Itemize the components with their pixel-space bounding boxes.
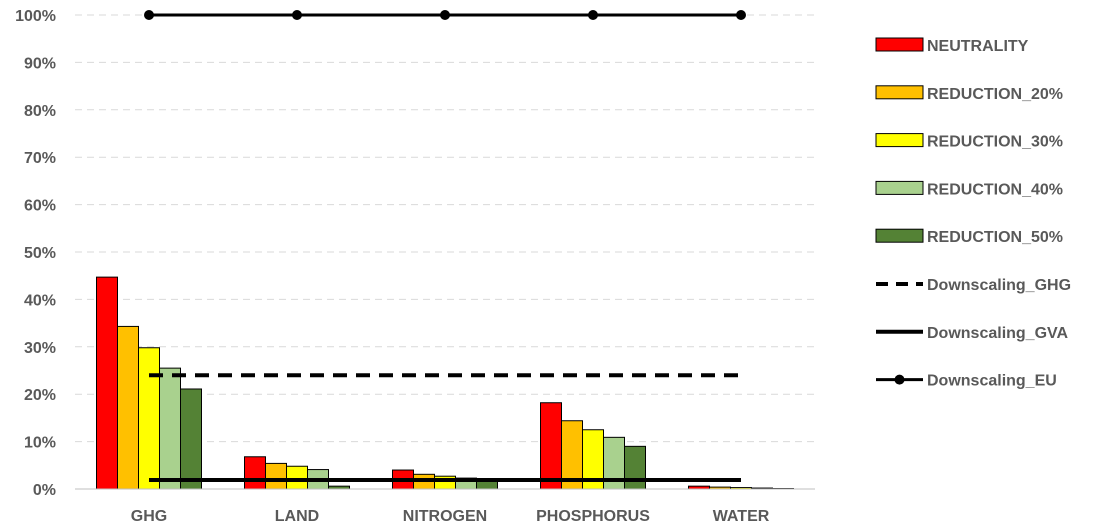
legend-swatch xyxy=(875,85,924,100)
legend-swatch xyxy=(875,228,924,243)
bar-land-neutrality xyxy=(244,456,266,490)
bar-ghg-reduction-30- xyxy=(138,347,160,490)
bar-ghg-reduction-40- xyxy=(159,367,181,490)
bar-land-reduction-20- xyxy=(265,462,287,490)
y-tick-label: 50% xyxy=(24,245,56,262)
legend-label: REDUCTION_50% xyxy=(927,229,1063,246)
y-tick-label: 40% xyxy=(24,292,56,309)
y-tick-label: 10% xyxy=(24,435,56,452)
y-tick-label: 90% xyxy=(24,55,56,72)
legend-swatch xyxy=(875,37,924,52)
y-tick-label: 60% xyxy=(24,198,56,215)
gridlines xyxy=(75,14,815,443)
bar-ghg-reduction-20- xyxy=(117,325,139,490)
category-labels: GHG LAND NITROGEN PHOSPHORUS WATER xyxy=(131,508,770,525)
marker-land xyxy=(292,10,302,20)
legend-label: Downscaling_EU xyxy=(927,373,1057,390)
bar-phosphorus-neutrality xyxy=(540,402,562,490)
bar-land-reduction-30- xyxy=(286,465,308,490)
y-tick-label: 0% xyxy=(33,482,56,499)
bar-phosphorus-reduction-50- xyxy=(624,445,646,490)
reference-lines xyxy=(144,10,746,482)
y-tick-label: 100% xyxy=(15,8,56,25)
marker-water xyxy=(736,10,746,20)
x-category-label: GHG xyxy=(131,508,167,525)
legend-marker xyxy=(894,374,905,385)
legend-label: Downscaling_GVA xyxy=(927,325,1069,342)
bar-ghg-neutrality xyxy=(96,276,118,490)
y-axis-ticks: 0% 10% 20% 30% 40% 50% 60% 70% 80% 90% 100% xyxy=(15,8,56,499)
y-tick-label: 80% xyxy=(24,103,56,120)
legend-label: REDUCTION_30% xyxy=(927,134,1063,151)
y-tick-label: 20% xyxy=(24,387,56,404)
legend-label: REDUCTION_20% xyxy=(927,86,1063,103)
x-category-label: WATER xyxy=(713,508,770,525)
bar-ghg-reduction-50- xyxy=(180,388,202,490)
x-category-label: NITROGEN xyxy=(403,508,487,525)
marker-phosphorus xyxy=(588,10,598,20)
y-tick-label: 30% xyxy=(24,340,56,357)
bars xyxy=(96,276,794,490)
legend-label: NEUTRALITY xyxy=(927,38,1029,55)
x-category-label: PHOSPHORUS xyxy=(536,508,650,525)
marker-nitrogen xyxy=(440,10,450,20)
legend-swatch xyxy=(875,133,924,148)
legend-swatch xyxy=(875,180,924,195)
legend: NEUTRALITY REDUCTION_20% REDUCTION_30% REDU… xyxy=(875,37,1071,390)
legend-label: Downscaling_GHG xyxy=(927,277,1071,294)
x-category-label: LAND xyxy=(275,508,319,525)
marker-ghg xyxy=(144,10,154,20)
legend-label: REDUCTION_40% xyxy=(927,181,1063,198)
y-tick-label: 70% xyxy=(24,150,56,167)
